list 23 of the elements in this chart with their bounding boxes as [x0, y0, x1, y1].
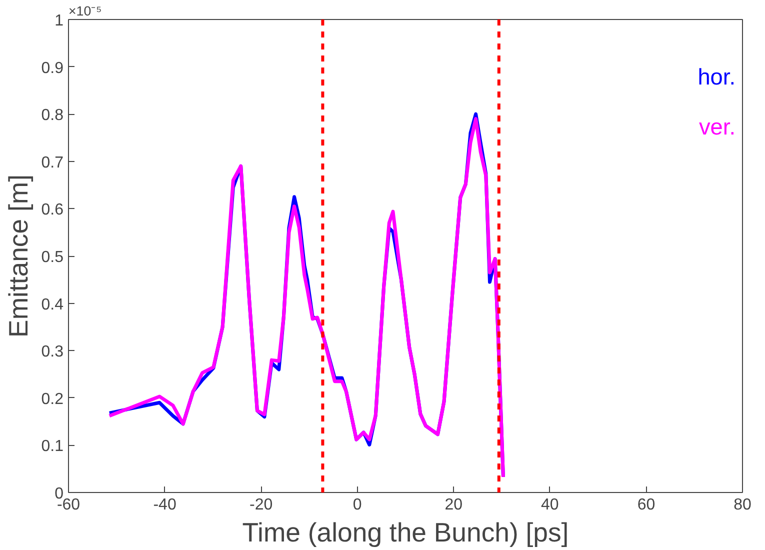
y-tick-label: 0.6 — [41, 202, 64, 219]
x-tick-label: 80 — [734, 496, 752, 514]
y-tick-label: 0.1 — [41, 438, 64, 456]
x-tick-label: 20 — [444, 496, 463, 514]
text: ver. — [698, 114, 736, 140]
x-tick-label: -40 — [153, 496, 176, 514]
y-tick-label: 0.7 — [41, 154, 64, 172]
x-axis-title: Time (along the Bunch) [ps] — [242, 518, 569, 548]
y-tick-label: 0.2 — [41, 390, 64, 408]
y-tick-label: 0 — [54, 486, 64, 502]
y-tick-label: 0.3 — [41, 344, 64, 361]
y-axis-title: Emittance [m] — [3, 174, 34, 338]
x-tick-label: 0 — [352, 496, 362, 514]
y-tick-label: 0.8 — [41, 107, 64, 124]
x-tick-label: 60 — [637, 496, 656, 514]
text: hor. — [698, 64, 736, 90]
y-tick-label: 0.9 — [41, 60, 64, 77]
y-tick-label: 1 — [54, 12, 64, 30]
text: ×10⁻⁵ — [68, 4, 102, 18]
x-tick-label: -20 — [250, 496, 273, 514]
y-tick-label: 0.5 — [41, 249, 64, 266]
x-tick-label: 40 — [541, 496, 559, 514]
y-tick-label: 0.4 — [41, 296, 64, 314]
